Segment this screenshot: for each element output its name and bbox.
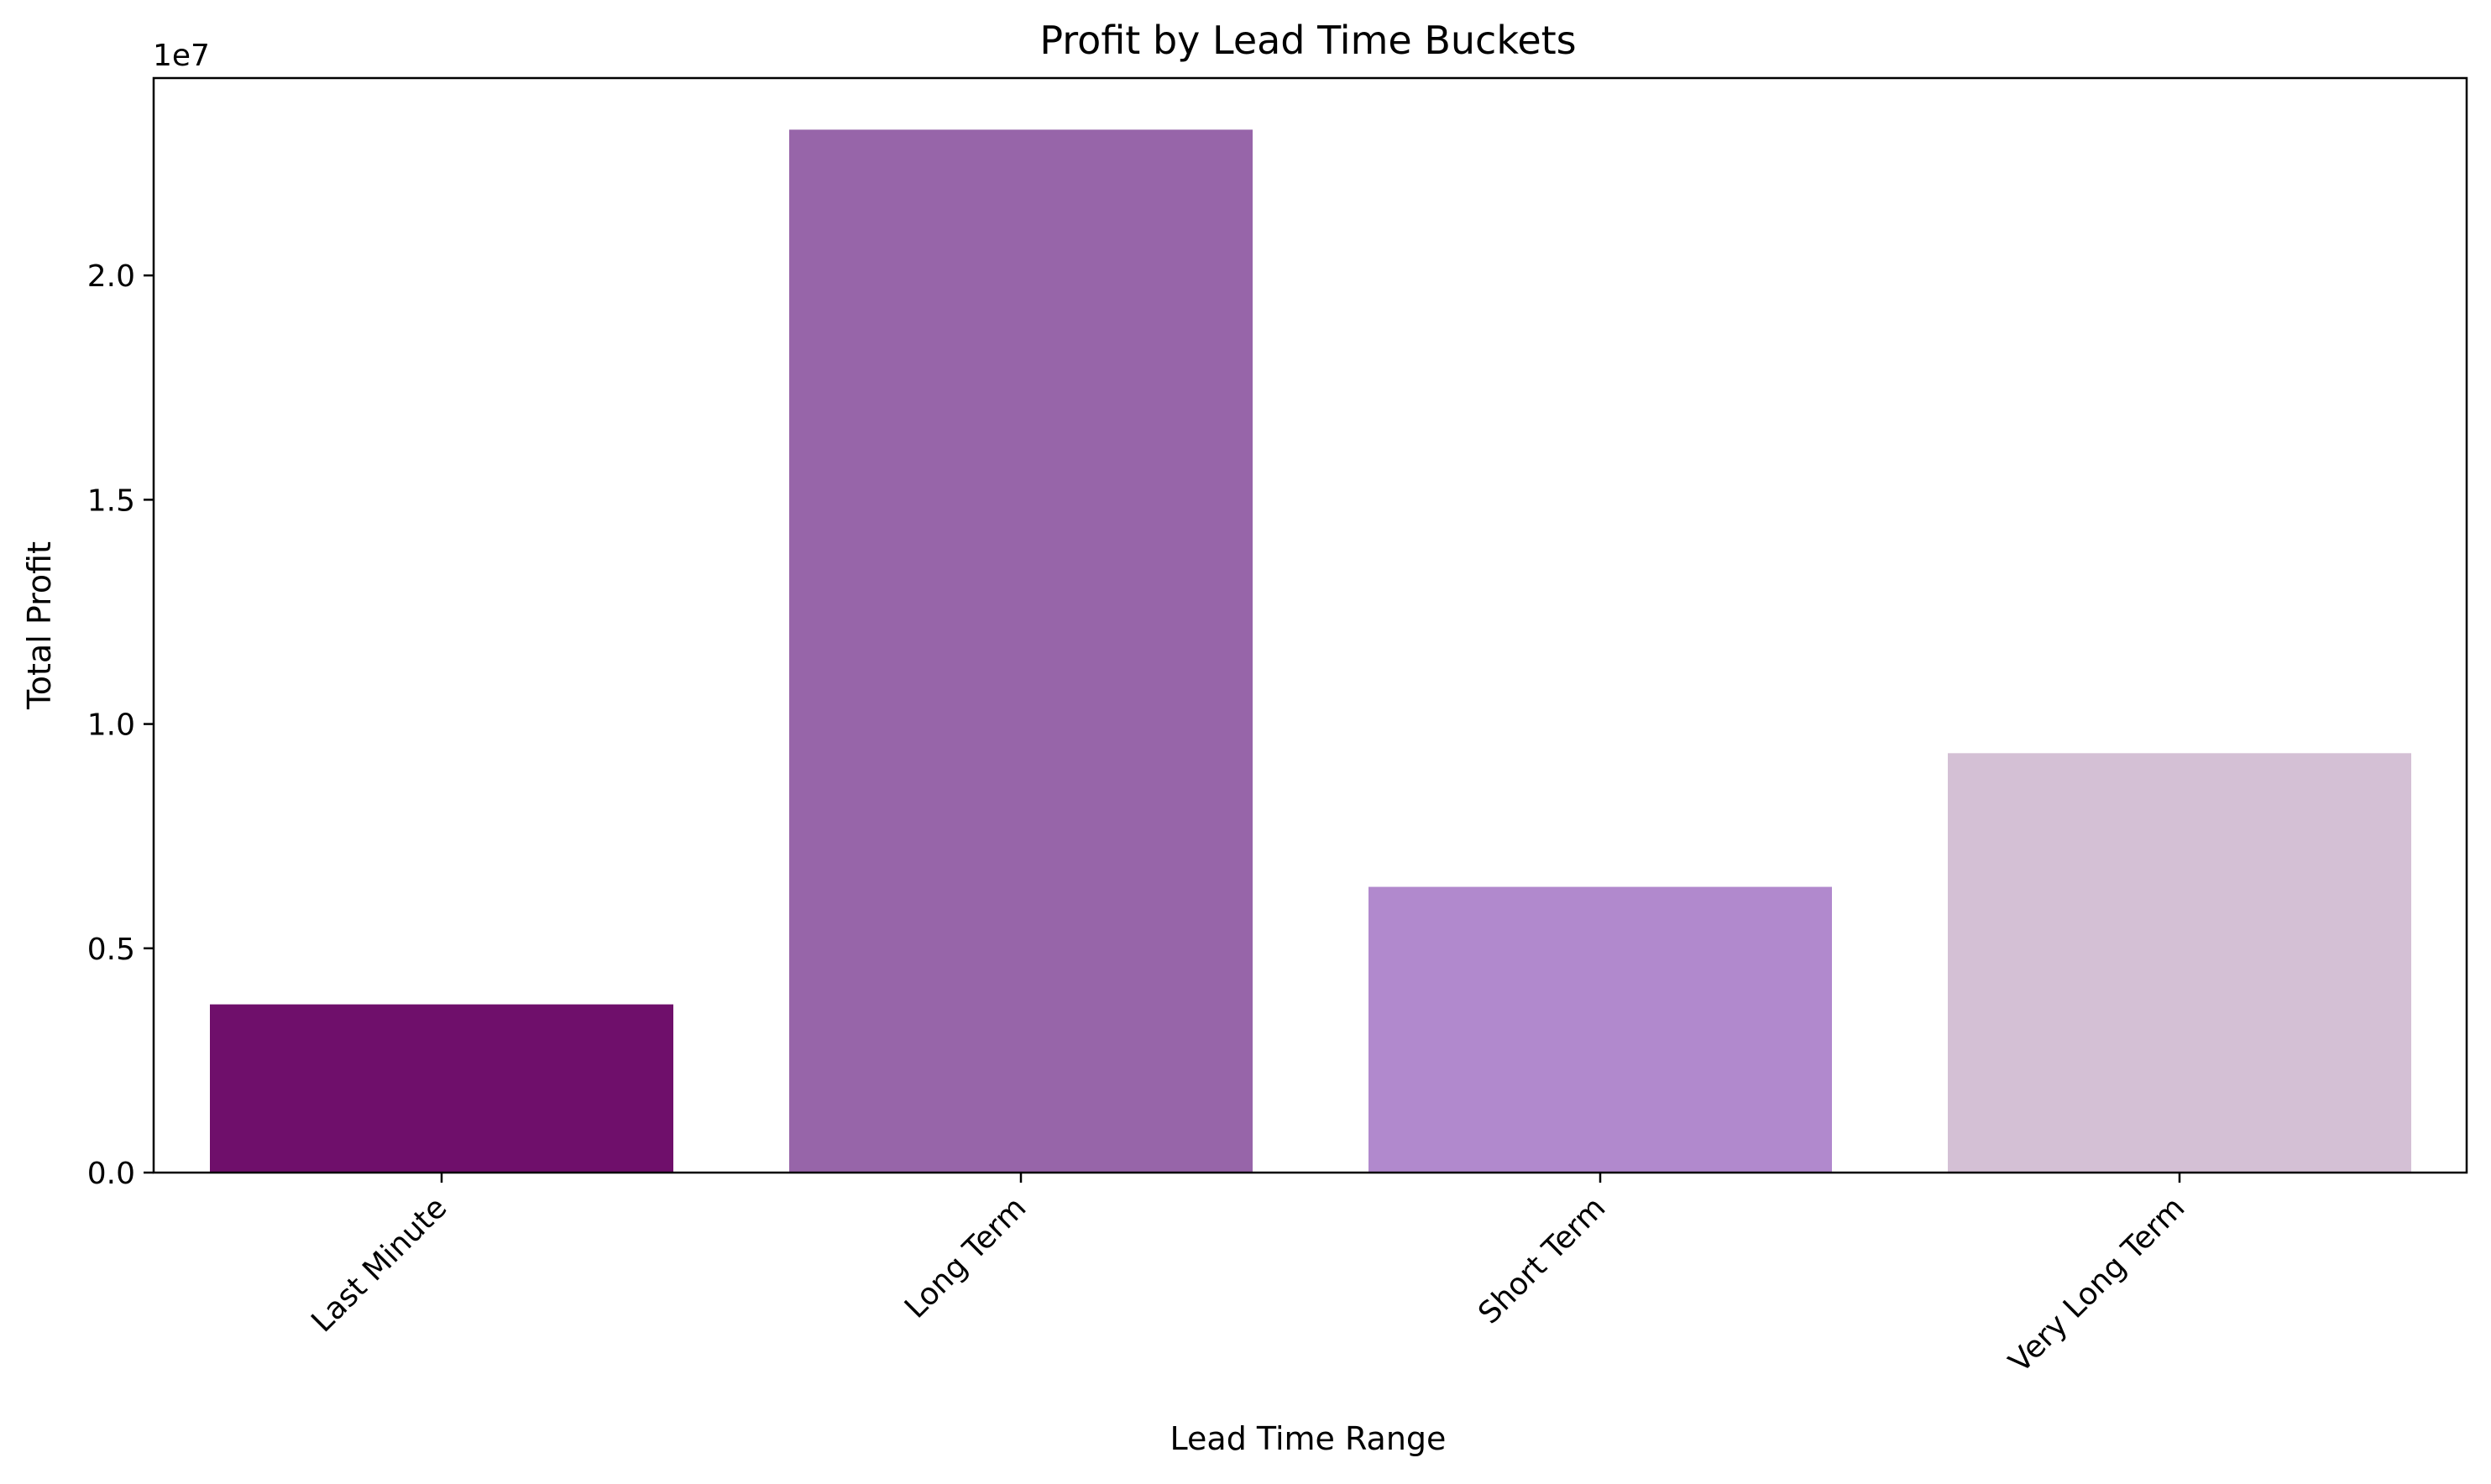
chart-title: Profit by Lead Time Buckets <box>1039 18 1576 63</box>
bars-group <box>210 129 2411 1173</box>
x-axis-label: Lead Time Range <box>1170 1420 1447 1457</box>
bar-very-long-term <box>1948 753 2411 1173</box>
bar-long-term <box>789 129 1253 1173</box>
bar-short-term <box>1368 886 1832 1173</box>
x-axis-ticks: Last Minute Long Term Short Term Very Long … <box>305 1173 2191 1379</box>
y-axis-label: Total Profit <box>21 541 58 710</box>
x-tick-label: Very Long Term <box>2002 1190 2191 1379</box>
y-axis-multiplier: 1e7 <box>153 39 210 73</box>
y-tick-label: 1.0 <box>87 708 135 743</box>
x-tick-label: Last Minute <box>305 1190 453 1339</box>
bar-last-minute <box>210 1004 673 1173</box>
y-tick-label: 2.0 <box>87 259 135 294</box>
y-tick-label: 0.0 <box>87 1157 135 1191</box>
y-axis-ticks: 0.0 0.5 1.0 1.5 2.0 <box>87 259 154 1191</box>
plot-frame <box>152 76 2468 1174</box>
y-tick-label: 1.5 <box>87 483 135 518</box>
y-tick-label: 0.5 <box>87 933 135 967</box>
x-tick-label: Long Term <box>898 1190 1033 1325</box>
x-tick-label: Short Term <box>1472 1190 1612 1330</box>
